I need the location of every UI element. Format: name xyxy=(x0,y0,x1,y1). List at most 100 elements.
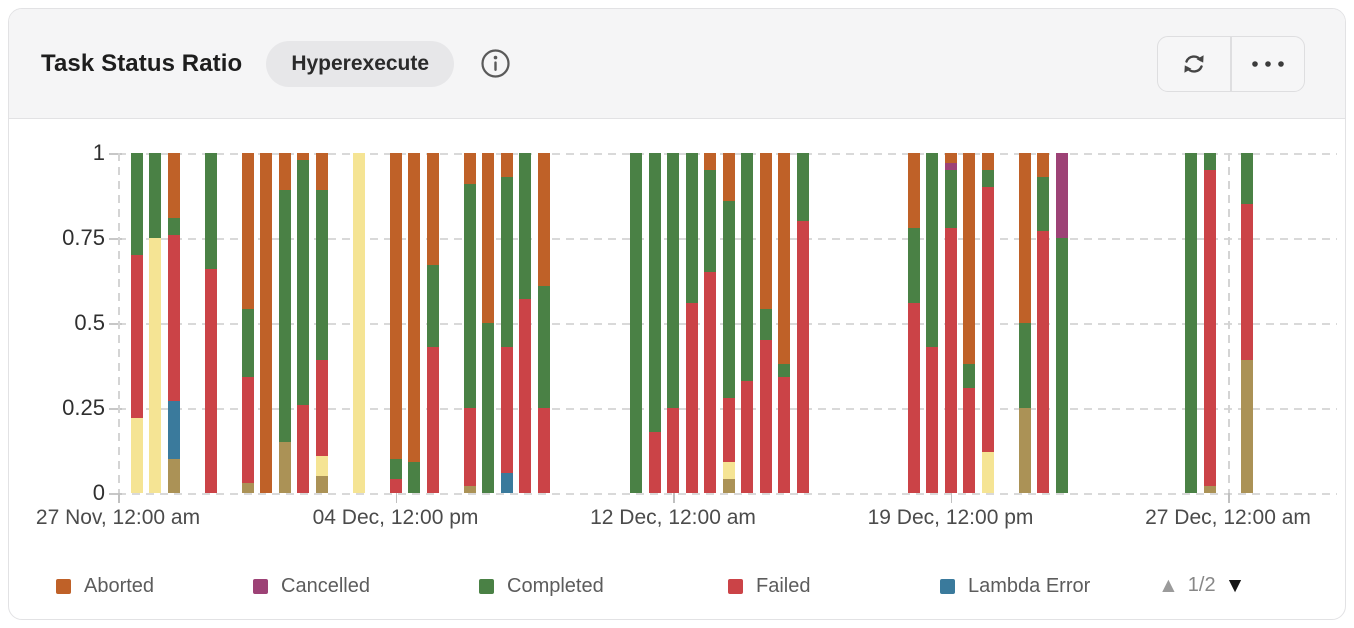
bar-segment-failed[interactable] xyxy=(704,272,716,493)
bar-segment-aborted[interactable] xyxy=(722,153,735,201)
bar-segment-completed[interactable] xyxy=(130,153,143,256)
bar-segment-khaki_page2[interactable] xyxy=(167,459,180,493)
bar-segment-completed[interactable] xyxy=(297,159,309,405)
bar-segment-khaki_page2[interactable] xyxy=(1018,408,1031,493)
bar-segment-yellow_page2[interactable] xyxy=(352,153,365,493)
bar-segment-completed[interactable] xyxy=(204,153,217,269)
bar-segment-aborted[interactable] xyxy=(167,153,180,218)
bar-segment-aborted[interactable] xyxy=(778,153,790,364)
bar-segment-completed[interactable] xyxy=(722,200,735,398)
bar-segment-aborted[interactable] xyxy=(315,153,328,191)
bar-segment-aborted[interactable] xyxy=(408,153,420,463)
bar-segment-lambda_error[interactable] xyxy=(500,472,513,493)
bar-segment-completed[interactable] xyxy=(741,153,753,381)
bar-segment-failed[interactable] xyxy=(648,431,661,493)
bar-segment-completed[interactable] xyxy=(907,227,920,303)
bar-segment-failed[interactable] xyxy=(667,408,679,493)
bar-segment-lambda_error[interactable] xyxy=(167,401,180,459)
legend-item-aborted[interactable]: Aborted xyxy=(56,575,154,598)
bar-segment-failed[interactable] xyxy=(130,255,143,419)
bar-segment-aborted[interactable] xyxy=(389,153,402,460)
legend-page-down-icon[interactable]: ▼ xyxy=(1224,574,1246,597)
bar-segment-completed[interactable] xyxy=(389,459,402,480)
bar-segment-cancelled[interactable] xyxy=(1055,153,1068,238)
bar-segment-failed[interactable] xyxy=(796,221,809,493)
bar-segment-khaki_page2[interactable] xyxy=(1203,486,1216,493)
bar-segment-failed[interactable] xyxy=(1203,170,1216,487)
bar-segment-cancelled[interactable] xyxy=(944,163,957,171)
bar-segment-completed[interactable] xyxy=(1055,238,1068,493)
bar-segment-completed[interactable] xyxy=(963,363,975,388)
bar-segment-failed[interactable] xyxy=(241,377,254,483)
legend-item-cancelled[interactable]: Cancelled xyxy=(253,575,370,598)
bar-segment-failed[interactable] xyxy=(778,377,790,493)
bar-segment-khaki_page2[interactable] xyxy=(315,476,328,493)
bar-segment-aborted[interactable] xyxy=(537,153,550,286)
bar-segment-completed[interactable] xyxy=(315,190,328,361)
bar-segment-aborted[interactable] xyxy=(944,153,957,164)
bar-segment-failed[interactable] xyxy=(426,346,439,493)
bar-segment-khaki_page2[interactable] xyxy=(463,486,476,493)
bar-segment-aborted[interactable] xyxy=(426,153,439,266)
bar-segment-failed[interactable] xyxy=(944,227,957,493)
bar-segment-yellow_page2[interactable] xyxy=(130,418,143,493)
bar-segment-khaki_page2[interactable] xyxy=(241,482,254,493)
bar-segment-completed[interactable] xyxy=(241,309,254,378)
refresh-button[interactable] xyxy=(1158,37,1230,91)
bar-segment-aborted[interactable] xyxy=(704,153,716,170)
bar-segment-aborted[interactable] xyxy=(1018,153,1031,323)
bar-segment-completed[interactable] xyxy=(667,153,679,408)
bar-segment-failed[interactable] xyxy=(204,268,217,493)
bar-segment-completed[interactable] xyxy=(778,363,790,378)
bar-segment-failed[interactable] xyxy=(167,234,180,402)
bar-segment-failed[interactable] xyxy=(907,302,920,493)
legend-item-completed[interactable]: Completed xyxy=(479,575,604,598)
bar-segment-failed[interactable] xyxy=(297,404,309,493)
legend-item-failed[interactable]: Failed xyxy=(728,575,810,598)
bar-segment-yellow_page2[interactable] xyxy=(981,452,994,493)
bar-segment-aborted[interactable] xyxy=(241,153,254,310)
bar-segment-aborted[interactable] xyxy=(1037,153,1049,177)
bar-segment-failed[interactable] xyxy=(500,346,513,473)
bar-segment-completed[interactable] xyxy=(944,170,957,228)
bar-segment-completed[interactable] xyxy=(759,309,772,340)
bar-segment-completed[interactable] xyxy=(926,153,938,347)
bar-segment-completed[interactable] xyxy=(796,153,809,221)
bar-segment-completed[interactable] xyxy=(1203,153,1216,171)
bar-segment-completed[interactable] xyxy=(685,153,698,303)
bar-segment-aborted[interactable] xyxy=(981,153,994,171)
bar-segment-aborted[interactable] xyxy=(759,153,772,310)
bar-segment-completed[interactable] xyxy=(1240,153,1253,205)
bar-segment-aborted[interactable] xyxy=(463,153,476,184)
bar-segment-failed[interactable] xyxy=(759,340,772,493)
bar-segment-failed[interactable] xyxy=(926,346,938,493)
bar-segment-khaki_page2[interactable] xyxy=(1240,360,1253,493)
bar-segment-aborted[interactable] xyxy=(278,153,291,191)
bar-segment-failed[interactable] xyxy=(963,387,975,493)
bar-segment-completed[interactable] xyxy=(500,176,513,347)
bar-segment-completed[interactable] xyxy=(648,153,661,432)
bar-segment-completed[interactable] xyxy=(704,170,716,272)
bar-segment-completed[interactable] xyxy=(426,265,439,347)
bar-segment-completed[interactable] xyxy=(463,183,476,409)
bar-segment-aborted[interactable] xyxy=(297,153,309,160)
bar-segment-completed[interactable] xyxy=(482,323,494,493)
bar-segment-khaki_page2[interactable] xyxy=(278,442,291,493)
bar-segment-yellow_page2[interactable] xyxy=(315,455,328,476)
bar-segment-yellow_page2[interactable] xyxy=(722,462,735,480)
bar-segment-failed[interactable] xyxy=(981,187,994,453)
bar-segment-aborted[interactable] xyxy=(482,153,494,323)
bar-segment-completed[interactable] xyxy=(1018,323,1031,408)
bar-segment-completed[interactable] xyxy=(981,170,994,188)
bar-segment-completed[interactable] xyxy=(630,153,642,493)
bar-segment-failed[interactable] xyxy=(315,360,328,456)
bar-segment-failed[interactable] xyxy=(1037,231,1049,493)
bar-segment-completed[interactable] xyxy=(537,285,550,408)
bar-segment-aborted[interactable] xyxy=(907,153,920,228)
more-options-button[interactable] xyxy=(1232,37,1304,91)
bar-segment-khaki_page2[interactable] xyxy=(722,479,735,493)
bar-segment-completed[interactable] xyxy=(1185,153,1197,493)
legend-item-lambda_error[interactable]: Lambda Error xyxy=(940,575,1090,598)
bar-segment-completed[interactable] xyxy=(519,153,531,300)
bar-segment-aborted[interactable] xyxy=(963,153,975,364)
